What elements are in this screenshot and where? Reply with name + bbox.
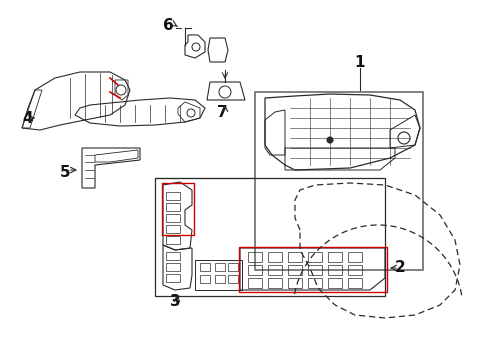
Bar (327, 278, 341, 288)
Bar (155, 178, 384, 296)
Text: 6: 6 (163, 18, 173, 32)
Bar (247, 265, 262, 275)
Bar (200, 275, 209, 283)
Bar (165, 225, 180, 233)
Bar (247, 252, 262, 262)
Bar (239, 247, 386, 292)
Bar (227, 263, 238, 271)
Text: 4: 4 (22, 111, 33, 126)
Text: 2: 2 (394, 261, 405, 275)
Bar (287, 278, 302, 288)
Bar (287, 252, 302, 262)
Bar (267, 252, 282, 262)
Text: 7: 7 (216, 104, 227, 120)
Text: 5: 5 (60, 165, 70, 180)
Bar (165, 263, 180, 271)
Bar (307, 278, 321, 288)
Bar (327, 252, 341, 262)
Bar (347, 265, 361, 275)
Bar (200, 263, 209, 271)
Bar (347, 278, 361, 288)
Bar (165, 274, 180, 282)
Bar (347, 252, 361, 262)
Text: 3: 3 (169, 294, 180, 310)
Bar (307, 265, 321, 275)
Bar (165, 236, 180, 244)
Bar (307, 252, 321, 262)
Bar (267, 265, 282, 275)
Bar (215, 275, 224, 283)
Bar (247, 278, 262, 288)
Bar (287, 265, 302, 275)
Bar (165, 203, 180, 211)
Text: 1: 1 (354, 54, 365, 69)
Bar (165, 252, 180, 260)
Bar (254, 92, 422, 270)
Bar (165, 192, 180, 200)
Bar (227, 275, 238, 283)
Bar (267, 278, 282, 288)
Bar (327, 265, 341, 275)
Bar (215, 263, 224, 271)
Bar (162, 183, 194, 235)
Circle shape (326, 137, 332, 143)
Bar (165, 214, 180, 222)
